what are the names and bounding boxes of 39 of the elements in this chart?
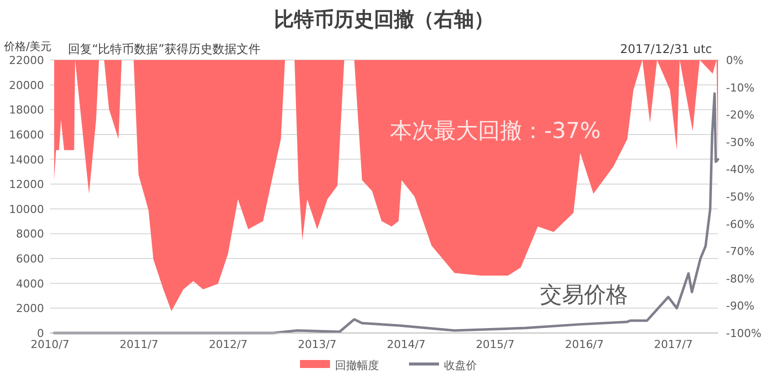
text: 2017/12/31 utc — [620, 42, 712, 56]
y-tick-label: 0 — [37, 327, 44, 340]
y-tick-label: 6000 — [16, 252, 44, 266]
annotation: 交易价格 — [540, 283, 628, 308]
y-tick-label: 10000 — [9, 202, 44, 216]
y-tick-label: 4000 — [16, 277, 44, 290]
y2-tick-label: -60% — [726, 218, 754, 231]
y-tick-label: 18000 — [9, 104, 44, 117]
x-tick-label: 2017/7 — [654, 338, 693, 351]
y2-tick-label: -70% — [726, 245, 754, 258]
x-tick-label: 2015/7 — [476, 338, 515, 351]
y-tick-label: 16000 — [9, 128, 44, 142]
text: 回复“比特币数据”获得历史数据文件 — [68, 42, 260, 56]
legend-label: 回撤幅度 — [335, 359, 379, 372]
y2-tick-label: -20% — [726, 108, 754, 122]
y-axis-title: 价格/美元 — [3, 40, 52, 53]
y2-tick-label: -30% — [726, 136, 754, 149]
y2-tick-label: 0% — [726, 54, 744, 67]
x-tick-label: 2013/7 — [298, 338, 337, 351]
y2-tick-label: -40% — [726, 163, 754, 176]
y-tick-label: 22000 — [9, 54, 44, 67]
y-tick-label: 12000 — [9, 178, 44, 192]
chart-title: 比特币历史回撤（右轴） — [274, 7, 494, 31]
legend-label: 收盘价 — [444, 359, 477, 372]
x-tick-label: 2016/7 — [565, 338, 604, 351]
y-tick-label: 14000 — [9, 153, 44, 166]
y2-tick-label: -10% — [726, 81, 754, 94]
y2-tick-label: -90% — [726, 300, 754, 313]
x-tick-label: 2010/7 — [30, 338, 70, 351]
y-tick-label: 8000 — [16, 228, 44, 241]
y2-tick-label: -50% — [726, 190, 754, 204]
annotation: 本次最大回撤：-37% — [390, 119, 601, 144]
x-tick-label: 2012/7 — [208, 338, 248, 351]
y-tick-label: 2000 — [16, 302, 44, 316]
y2-tick-label: -100% — [726, 327, 762, 340]
y2-tick-label: -80% — [726, 272, 754, 286]
y-tick-label: 20000 — [9, 78, 44, 92]
x-tick-label: 2011/7 — [120, 338, 158, 351]
x-tick-label: 2014/7 — [386, 338, 426, 351]
